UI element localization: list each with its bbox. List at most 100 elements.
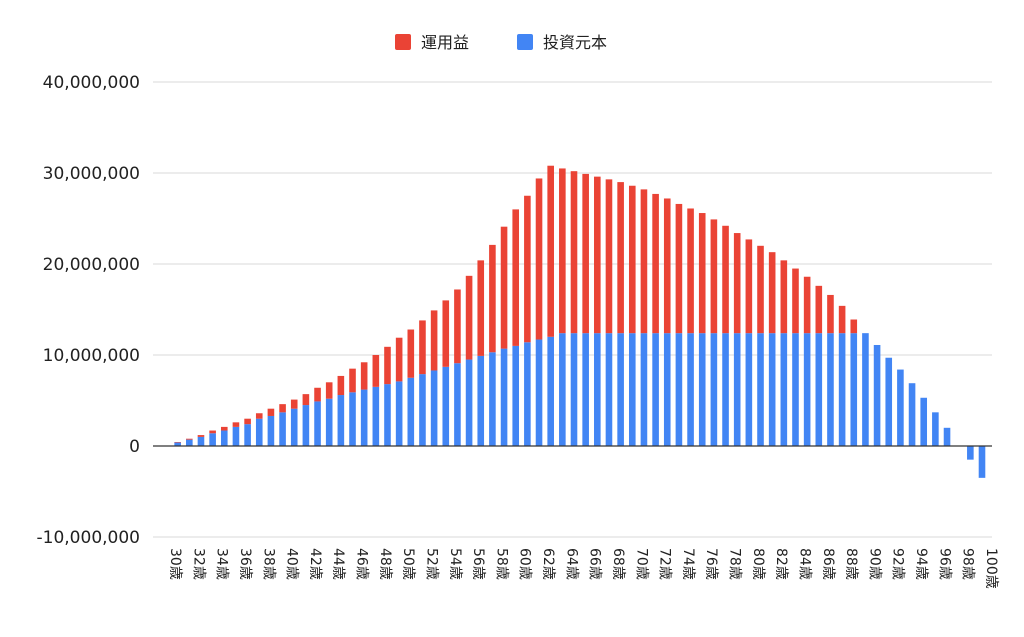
bar-principal: [442, 366, 450, 446]
bar-principal: [477, 355, 485, 446]
bar-profit: [803, 276, 811, 334]
bar-profit: [733, 233, 741, 334]
bar-principal: [640, 333, 648, 446]
bar-profit: [559, 168, 566, 334]
x-tick-label: 98歳: [960, 548, 976, 580]
bar-profit: [570, 171, 578, 334]
bar-principal: [465, 359, 473, 446]
bar-profit: [838, 305, 846, 334]
x-tick-label: 96歳: [936, 548, 952, 580]
bar-profit: [442, 300, 450, 367]
bar-principal: [174, 442, 181, 446]
bar-profit: [174, 442, 181, 443]
bar-principal: [384, 384, 391, 446]
bar-principal: [279, 412, 286, 446]
bar-profit: [267, 408, 275, 416]
bar-principal: [885, 357, 893, 446]
bar-principal: [943, 427, 951, 446]
bar-profit: [547, 165, 554, 337]
bar-principal: [325, 398, 333, 446]
bar-principal: [267, 415, 275, 446]
bar-principal: [232, 426, 240, 446]
x-tick-label: 30歳: [167, 548, 183, 580]
bar-profit: [815, 285, 823, 334]
y-tick-label: 40,000,000: [43, 73, 140, 93]
x-tick-label: 32歳: [190, 548, 206, 580]
y-tick-label: 0: [129, 437, 140, 457]
bar-principal: [349, 392, 356, 446]
bar-principal: [978, 446, 986, 478]
bar-principal: [337, 395, 345, 446]
x-axis-tick-labels: 30歳 32歳 34歳 36歳 38歳 40歳 42歳 44歳 46歳 48歳 50歳 52歳 54歳 5…: [167, 548, 999, 589]
bar-profit: [757, 245, 764, 334]
x-tick-label: 62歳: [540, 548, 556, 580]
x-tick-label: 76歳: [703, 548, 719, 580]
bar-principal: [710, 333, 718, 446]
bar-principal: [663, 333, 671, 446]
x-tick-label: 58歳: [493, 548, 509, 580]
y-tick-label: -10,000,000: [37, 528, 140, 548]
bar-profit: [314, 387, 321, 402]
bar-profit: [792, 268, 799, 334]
bar-principal: [803, 333, 811, 446]
bar-profit: [454, 289, 461, 364]
bar-profit: [628, 185, 636, 334]
bar-principal: [652, 333, 659, 446]
x-tick-label: 84歳: [796, 548, 812, 580]
bar-profit: [244, 418, 251, 425]
bar-profit: [232, 422, 240, 427]
bar-principal: [698, 333, 706, 446]
bar-principal: [862, 333, 869, 446]
x-tick-label: 52歳: [423, 548, 439, 580]
bar-profit: [209, 430, 216, 434]
bar-principal: [559, 333, 566, 446]
x-tick-label: 50歳: [400, 548, 416, 580]
x-tick-label: 80歳: [750, 548, 766, 580]
bar-principal: [500, 348, 508, 446]
x-tick-label: 40歳: [284, 548, 300, 580]
x-tick-label: 74歳: [680, 548, 696, 580]
bar-principal: [733, 333, 741, 446]
bar-principal: [605, 333, 613, 446]
x-tick-label: 66歳: [587, 548, 603, 580]
bar-principal: [582, 333, 589, 446]
bar-profit: [419, 320, 426, 375]
bar-profit: [489, 244, 496, 353]
bar-principal: [594, 333, 601, 446]
bar-profit: [302, 394, 310, 406]
bars: [174, 165, 986, 478]
bar-principal: [570, 333, 578, 446]
y-tick-label: 10,000,000: [43, 346, 140, 366]
bar-principal: [827, 333, 834, 446]
x-tick-label: 100歳: [983, 548, 999, 589]
bar-principal: [454, 363, 461, 446]
y-tick-label: 30,000,000: [43, 164, 140, 184]
bar-profit: [652, 193, 659, 334]
bar-principal: [815, 333, 823, 446]
bar-profit: [780, 260, 788, 334]
bar-profit: [710, 219, 718, 334]
bar-profit: [640, 189, 648, 334]
bar-profit: [594, 176, 601, 334]
bar-principal: [932, 412, 939, 446]
bar-principal: [873, 344, 881, 446]
x-tick-label: 86歳: [820, 548, 836, 580]
bar-principal: [617, 333, 624, 446]
bar-profit: [663, 198, 671, 334]
x-tick-label: 72歳: [657, 548, 673, 580]
bar-profit: [512, 209, 520, 346]
bar-principal: [220, 430, 228, 446]
bar-profit: [325, 382, 333, 399]
bar-principal: [360, 389, 368, 446]
bar-principal: [722, 333, 729, 446]
bar-profit: [617, 182, 624, 334]
legend-label-profit: 運用益: [421, 33, 469, 52]
bar-principal: [512, 345, 520, 446]
bar-principal: [244, 424, 251, 446]
bar-profit: [349, 368, 356, 393]
bar-principal: [255, 418, 263, 446]
bar-profit: [197, 435, 205, 437]
bar-profit: [407, 329, 415, 378]
bar-principal: [302, 405, 310, 446]
bar-principal: [920, 397, 928, 446]
